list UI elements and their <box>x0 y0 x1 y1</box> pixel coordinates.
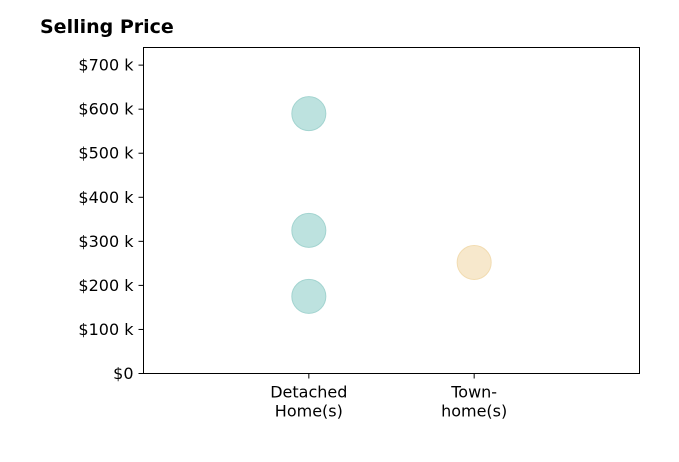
data-point <box>291 278 327 314</box>
data-point <box>456 244 492 280</box>
y-tick-label: $0 <box>113 364 133 383</box>
x-tick-label-line: home(s) <box>441 402 507 421</box>
data-points <box>291 96 492 314</box>
x-axis: Detached Home(s) Town-home(s) <box>270 373 507 421</box>
x-tick-label: Town-home(s) <box>441 383 507 421</box>
y-tick-label: $600 k <box>78 100 134 119</box>
y-tick-label: $500 k <box>78 144 134 163</box>
plot-frame <box>143 47 640 374</box>
data-point <box>291 212 327 248</box>
x-tick-label-line: Detached <box>270 383 347 402</box>
y-tick-label: $400 k <box>78 188 134 207</box>
data-point <box>291 96 327 132</box>
x-tick-label-line: Town- <box>450 383 497 402</box>
y-tick-label: $200 k <box>78 276 134 295</box>
y-tick-label: $100 k <box>78 320 134 339</box>
y-tick-label: $700 k <box>78 56 134 75</box>
x-tick-label-line: Home(s) <box>275 402 343 421</box>
x-tick-label: Detached Home(s) <box>270 383 347 421</box>
chart-title: Selling Price <box>40 16 174 38</box>
y-axis: $0 $100 k $200 k $300 k $400 k $500 k $600 k $7… <box>78 56 144 383</box>
y-tick-label: $300 k <box>78 232 134 251</box>
